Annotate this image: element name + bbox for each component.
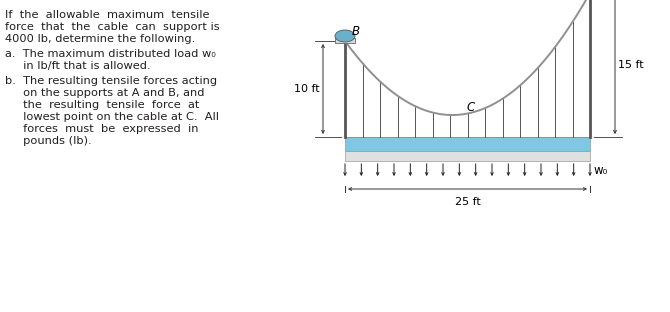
Text: 25 ft: 25 ft [455,197,480,207]
Bar [345,137,590,151]
Text: a.  The maximum distributed load w₀: a. The maximum distributed load w₀ [5,49,216,59]
Bar [345,151,590,161]
Text: in lb/ft that is allowed.: in lb/ft that is allowed. [5,61,151,71]
Text: 15 ft: 15 ft [618,60,644,70]
Text: B: B [352,25,360,38]
Text: force  that  the  cable  can  support is: force that the cable can support is [5,22,220,32]
Text: w₀: w₀ [594,164,608,178]
Ellipse shape [335,30,355,42]
Text: lowest point on the cable at C.  All: lowest point on the cable at C. All [5,112,219,122]
Text: 4000 lb, determine the following.: 4000 lb, determine the following. [5,34,195,44]
Bar [335,38,355,43]
Text: on the supports at ​A and B, and: on the supports at ​A and B, and [5,88,204,98]
Text: 10 ft: 10 ft [294,84,320,94]
Text: pounds (lb).: pounds (lb). [5,136,92,146]
Text: C: C [466,100,474,114]
Text: b.  The resulting tensile forces acting: b. The resulting tensile forces acting [5,76,217,86]
Text: forces  must  be  expressed  in: forces must be expressed in [5,124,198,134]
Text: If  the  allowable  maximum  tensile: If the allowable maximum tensile [5,10,210,20]
Text: the  resulting  tensile  force  at: the resulting tensile force at [5,100,200,110]
